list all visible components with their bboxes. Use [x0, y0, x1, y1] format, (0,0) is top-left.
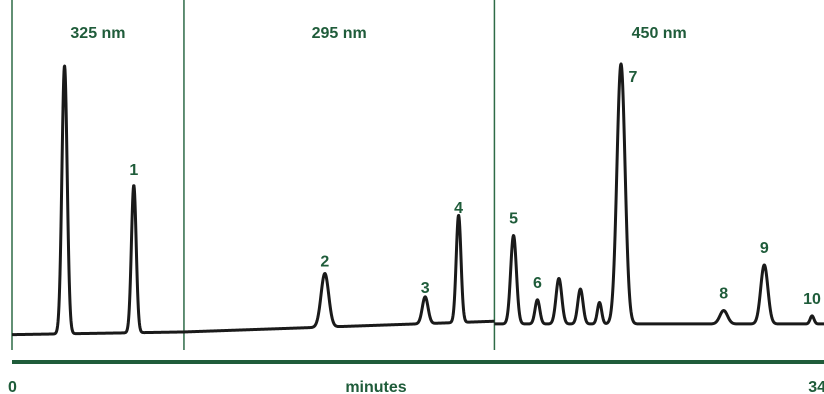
peak-label-2: 2 [320, 253, 329, 270]
trace-325-nm [10, 64, 186, 337]
peak-label-5: 5 [509, 210, 518, 227]
peak-label-10: 10 [803, 291, 821, 308]
wavelength-dividers [11, 0, 496, 350]
wavelength-label-295-nm: 295 nm [312, 25, 367, 42]
peak-label-4: 4 [454, 200, 463, 217]
x-tick-label-start: 0 [8, 379, 17, 394]
peak-label-8: 8 [719, 286, 728, 303]
x-tick-label-end: 34 [808, 379, 824, 394]
peak-label-9: 9 [760, 240, 769, 257]
trace-450-nm [493, 62, 824, 326]
x-axis-label: minutes [345, 379, 406, 394]
wavelength-labels: 325 nm 295 nm 450 nm [70, 25, 686, 42]
peak-label-3: 3 [421, 280, 430, 297]
peak-labels: 1 2 3 4 5 6 7 8 9 10 [129, 69, 821, 308]
peak-label-6: 6 [533, 275, 542, 292]
wavelength-label-450-nm: 450 nm [632, 25, 687, 42]
wavelength-label-325-nm: 325 nm [70, 25, 125, 42]
peak-label-7: 7 [629, 69, 638, 86]
trace-295-nm [182, 213, 496, 334]
peak-label-1: 1 [129, 162, 138, 179]
chromatogram-traces [10, 62, 824, 337]
